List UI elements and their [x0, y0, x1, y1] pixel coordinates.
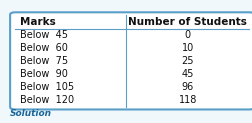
Text: Solution: Solution [10, 109, 52, 118]
Text: Below  105: Below 105 [20, 82, 74, 92]
Text: Below  90: Below 90 [20, 69, 68, 79]
Text: 25: 25 [181, 56, 193, 66]
Text: Marks: Marks [20, 17, 56, 27]
Text: Below  120: Below 120 [20, 95, 74, 106]
Text: Below  45: Below 45 [20, 30, 68, 40]
Text: 118: 118 [178, 95, 196, 106]
FancyBboxPatch shape [10, 12, 252, 109]
Text: Below  60: Below 60 [20, 43, 68, 53]
Text: 96: 96 [181, 82, 193, 92]
Text: 45: 45 [181, 69, 193, 79]
Text: Below  75: Below 75 [20, 56, 68, 66]
Text: 10: 10 [181, 43, 193, 53]
Text: Number of Students: Number of Students [128, 17, 246, 27]
Text: 0: 0 [184, 30, 190, 40]
